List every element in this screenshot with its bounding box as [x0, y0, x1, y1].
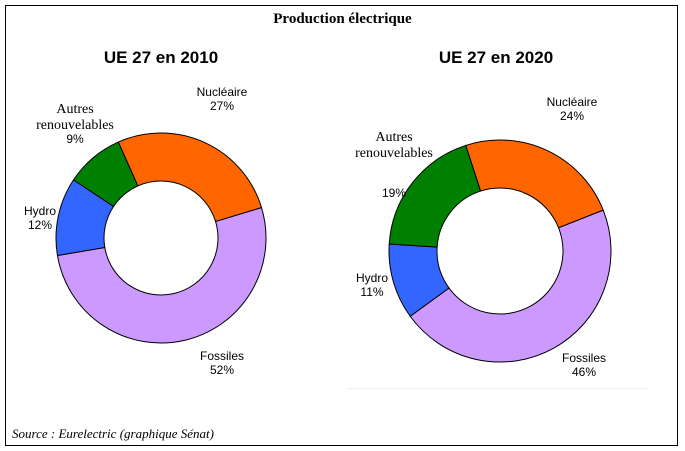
category-label: renouvelables: [355, 146, 433, 161]
donut-segment-nucl-aire: [117, 132, 263, 223]
donut-segment-fossiles: [409, 209, 612, 363]
category-label: Fossiles: [562, 351, 606, 365]
donut-segment-autres-renouvelables: [388, 144, 482, 248]
category-label: Hydro: [24, 204, 56, 218]
donut-segment-fossiles: [56, 207, 267, 344]
category-label: Fossiles: [200, 349, 244, 363]
donut-segment-autres-renouvelables: [72, 141, 139, 208]
value-label: 24%: [560, 109, 584, 123]
value-label: 11%: [360, 285, 383, 299]
category-label: Autres: [56, 102, 93, 117]
chart-title-2020: UE 27 en 2020: [438, 48, 554, 67]
value-label: 27%: [210, 99, 234, 113]
category-label: Hydro: [356, 271, 388, 285]
source-note: Source : Eurelectric (graphique Sénat): [12, 426, 214, 441]
category-label: Nucléaire: [547, 95, 598, 109]
category-label: Nucléaire: [197, 85, 248, 99]
value-label: 19%: [382, 186, 406, 200]
donut-segment-nucl-aire: [465, 139, 604, 229]
value-label: 52%: [210, 363, 234, 377]
figure-frame: [5, 5, 678, 446]
divider: [347, 388, 647, 389]
chart-title-2010: UE 27 en 2010: [103, 48, 219, 67]
category-label: Autres: [375, 130, 412, 145]
value-label: 12%: [28, 218, 52, 232]
value-label: 9%: [66, 132, 84, 146]
figure-title: Production électrique: [273, 11, 412, 27]
category-label: renouvelables: [36, 118, 114, 133]
value-label: 46%: [572, 365, 596, 379]
